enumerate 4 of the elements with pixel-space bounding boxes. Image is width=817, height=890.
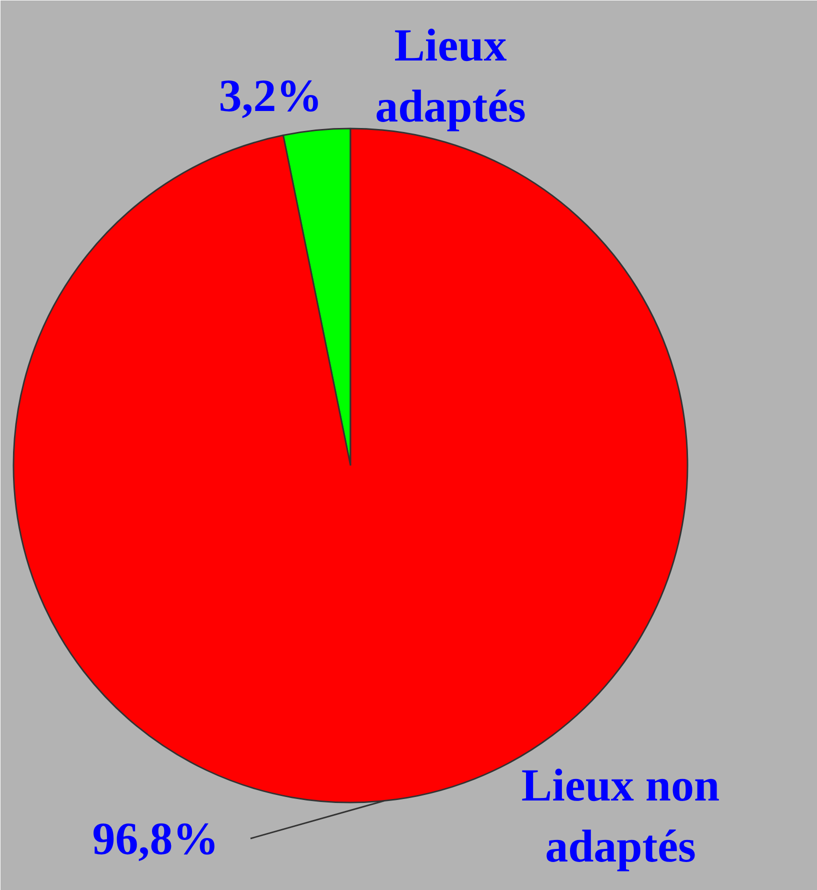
slice-label: Lieux adaptés	[375, 19, 526, 132]
data-label: 3,2%	[218, 70, 322, 121]
data-label: 96,8%	[92, 813, 219, 864]
slice-label: Lieux non adaptés	[521, 759, 720, 872]
